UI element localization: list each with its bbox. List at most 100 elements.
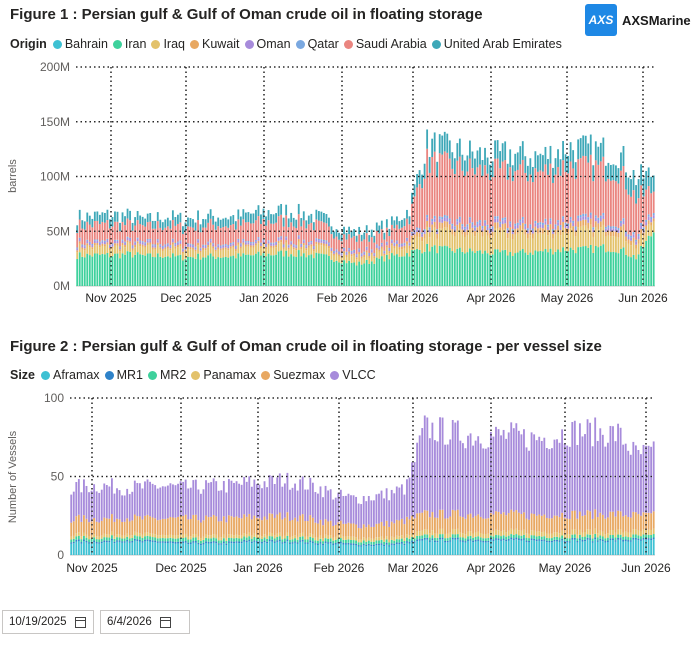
bar-segment[interactable] xyxy=(315,252,318,286)
bar-segment[interactable] xyxy=(295,257,298,286)
bar-segment[interactable] xyxy=(121,253,124,286)
bar-segment[interactable] xyxy=(166,246,169,249)
bar-segment[interactable] xyxy=(335,260,338,286)
bar-segment[interactable] xyxy=(80,539,83,543)
bar-segment[interactable] xyxy=(456,143,459,161)
bar-segment[interactable] xyxy=(258,541,261,543)
bar-segment[interactable] xyxy=(139,243,142,247)
bar-segment[interactable] xyxy=(559,175,562,225)
bar-segment[interactable] xyxy=(287,256,290,286)
bar-segment[interactable] xyxy=(268,475,271,514)
bar-segment[interactable] xyxy=(586,510,589,530)
bar-segment[interactable] xyxy=(96,253,99,286)
bar-segment[interactable] xyxy=(357,503,360,529)
bar-segment[interactable] xyxy=(154,257,157,286)
bar-segment[interactable] xyxy=(322,541,324,544)
bar-segment[interactable] xyxy=(164,227,167,245)
bar-segment[interactable] xyxy=(311,538,314,542)
bar-segment[interactable] xyxy=(204,227,207,245)
bar-segment[interactable] xyxy=(151,247,154,250)
legend-item[interactable]: Kuwait xyxy=(190,37,240,51)
bar-segment[interactable] xyxy=(421,234,423,237)
bar-segment[interactable] xyxy=(451,509,454,529)
bar-segment[interactable] xyxy=(360,539,363,543)
bar-segment[interactable] xyxy=(242,238,245,241)
bar-segment[interactable] xyxy=(542,251,544,286)
bar-segment[interactable] xyxy=(305,250,308,258)
bar-segment[interactable] xyxy=(172,541,174,544)
bar-segment[interactable] xyxy=(479,225,481,232)
bar-segment[interactable] xyxy=(607,227,610,231)
bar-segment[interactable] xyxy=(539,250,542,286)
bar-segment[interactable] xyxy=(461,234,464,252)
bar-segment[interactable] xyxy=(408,519,411,536)
bar-segment[interactable] xyxy=(607,162,610,179)
bar-segment[interactable] xyxy=(494,228,497,250)
bar-segment[interactable] xyxy=(596,537,599,541)
bar-segment[interactable] xyxy=(105,534,108,538)
bar-segment[interactable] xyxy=(232,255,235,286)
bar-segment[interactable] xyxy=(645,189,648,220)
bar-segment[interactable] xyxy=(599,245,602,286)
bar-segment[interactable] xyxy=(652,537,655,540)
bar-segment[interactable] xyxy=(594,528,597,534)
bar-segment[interactable] xyxy=(601,539,604,542)
bar-segment[interactable] xyxy=(596,541,599,555)
bar-segment[interactable] xyxy=(629,541,632,555)
bar-segment[interactable] xyxy=(370,249,373,251)
bar-segment[interactable] xyxy=(630,245,632,258)
bar-segment[interactable] xyxy=(640,245,643,286)
bar-segment[interactable] xyxy=(161,534,164,539)
bar-segment[interactable] xyxy=(408,535,411,539)
bar-segment[interactable] xyxy=(584,156,587,214)
bar-segment[interactable] xyxy=(484,165,486,221)
bar-segment[interactable] xyxy=(612,164,615,181)
bar-segment[interactable] xyxy=(368,256,371,259)
bar-segment[interactable] xyxy=(96,243,99,246)
bar-segment[interactable] xyxy=(88,542,90,544)
bar-segment[interactable] xyxy=(149,213,152,222)
bar-segment[interactable] xyxy=(370,237,373,250)
bar-segment[interactable] xyxy=(461,224,464,227)
bar-segment[interactable] xyxy=(411,537,413,541)
bar-segment[interactable] xyxy=(530,530,533,536)
bar-segment[interactable] xyxy=(244,212,247,223)
bar-segment[interactable] xyxy=(438,153,441,217)
bar-segment[interactable] xyxy=(252,223,255,243)
bar-segment[interactable] xyxy=(456,528,459,535)
bar-segment[interactable] xyxy=(156,535,159,539)
bar-segment[interactable] xyxy=(265,243,267,246)
bar-segment[interactable] xyxy=(467,539,469,541)
bar-segment[interactable] xyxy=(426,148,429,215)
bar-segment[interactable] xyxy=(159,535,162,539)
bar-segment[interactable] xyxy=(489,228,491,231)
bar-segment[interactable] xyxy=(506,228,509,231)
bar-segment[interactable] xyxy=(446,538,449,541)
bar-segment[interactable] xyxy=(619,539,622,555)
bar-segment[interactable] xyxy=(482,518,485,534)
bar-segment[interactable] xyxy=(111,248,114,257)
bar-segment[interactable] xyxy=(292,217,295,227)
bar-segment[interactable] xyxy=(289,537,291,540)
bar-segment[interactable] xyxy=(146,253,149,286)
bar-segment[interactable] xyxy=(617,534,619,538)
bar-segment[interactable] xyxy=(632,170,635,191)
bar-segment[interactable] xyxy=(229,246,232,249)
bar-segment[interactable] xyxy=(396,254,398,286)
bar-segment[interactable] xyxy=(164,219,167,228)
bar-segment[interactable] xyxy=(297,203,300,215)
bar-segment[interactable] xyxy=(423,510,426,530)
bar-segment[interactable] xyxy=(255,534,258,539)
bar-segment[interactable] xyxy=(557,166,559,221)
bar-segment[interactable] xyxy=(182,515,185,535)
bar-segment[interactable] xyxy=(378,493,380,524)
bar-segment[interactable] xyxy=(393,545,396,555)
bar-segment[interactable] xyxy=(413,238,416,250)
bar-segment[interactable] xyxy=(637,179,640,199)
bar-segment[interactable] xyxy=(568,534,571,539)
bar-segment[interactable] xyxy=(444,538,447,541)
bar-segment[interactable] xyxy=(100,520,103,536)
bar-segment[interactable] xyxy=(535,531,538,537)
bar-segment[interactable] xyxy=(187,226,189,244)
bar-segment[interactable] xyxy=(463,226,466,229)
